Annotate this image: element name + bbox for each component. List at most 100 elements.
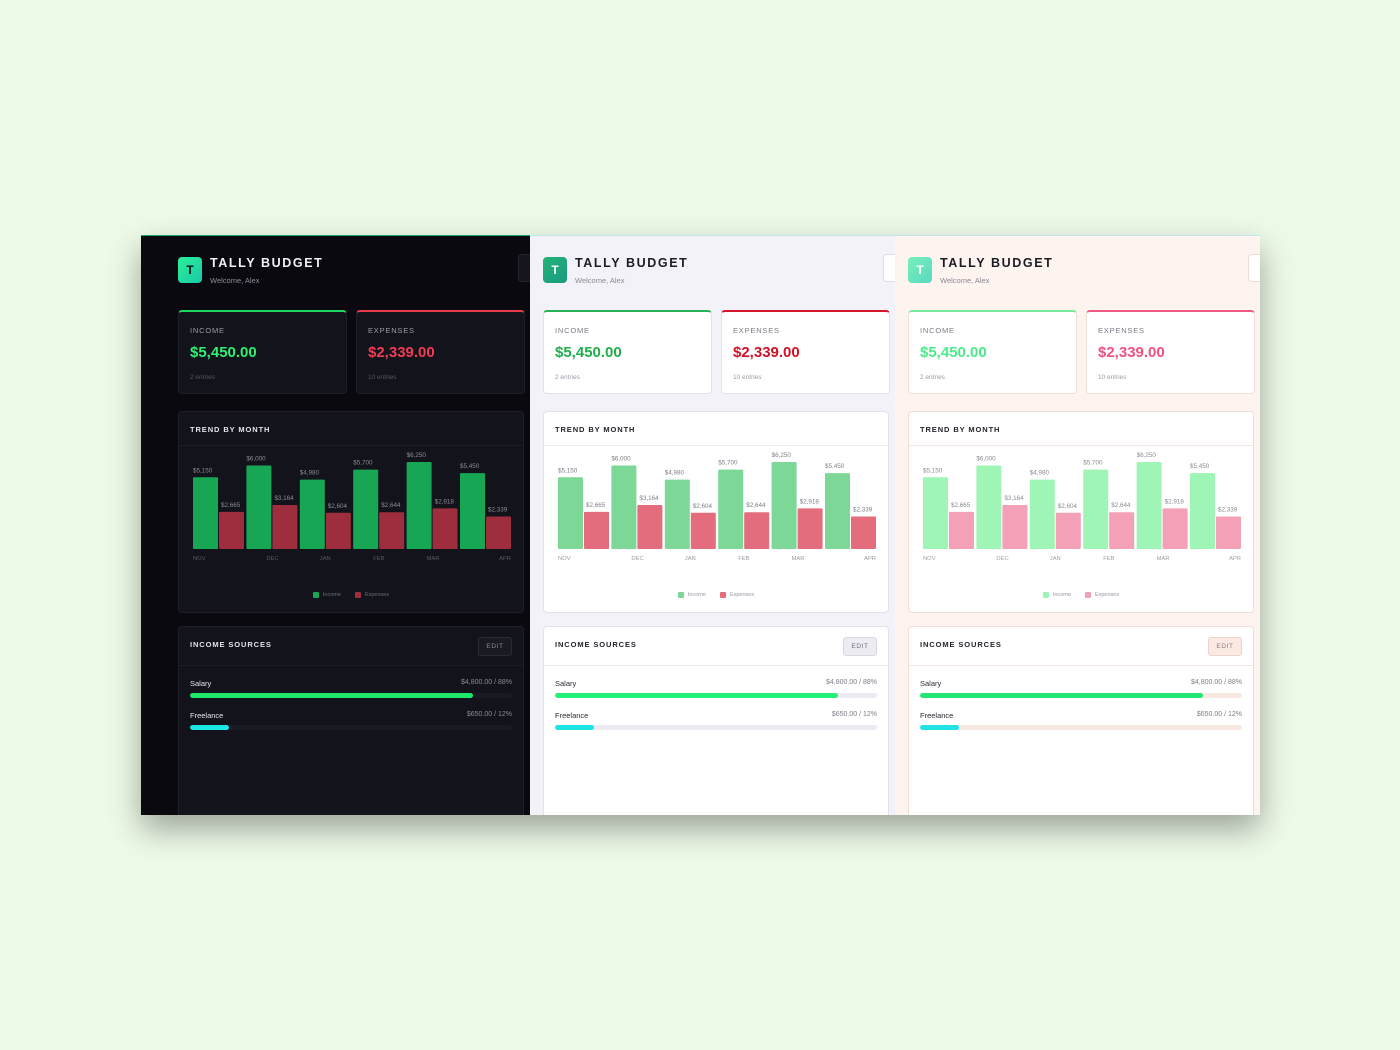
expenses-label: EXPENSES <box>1098 326 1145 335</box>
expense-bar-feb <box>379 512 405 549</box>
expense-bar-mar <box>1162 508 1188 549</box>
source-name: Salary <box>190 679 212 688</box>
legend-income: Income <box>677 592 706 598</box>
edit-button[interactable]: EDIT <box>843 637 877 656</box>
income-value-label: $5,450 <box>825 463 845 470</box>
legend-income: Income <box>1042 592 1071 598</box>
source-value: $650.00 / 12% <box>466 711 512 718</box>
trend-card: TREND BY MONTH $5,150 $2,665 NOV $6,000 $3,1… <box>543 411 889 613</box>
income-bar-feb <box>718 469 744 549</box>
income-value-label: $4,980 <box>300 470 320 477</box>
expense-value-label: $2,644 <box>381 502 401 509</box>
income-value-label: $6,000 <box>976 455 996 462</box>
source-name: Freelance <box>190 711 224 720</box>
legend-income-swatch <box>312 592 319 598</box>
header-menu-button[interactable] <box>1248 254 1260 282</box>
source-value: $650.00 / 12% <box>1196 711 1242 718</box>
legend-expenses: Expenses <box>354 592 389 598</box>
income-label: INCOME <box>190 326 225 335</box>
trend-title: TREND BY MONTH <box>555 425 636 434</box>
expense-value-label: $3,164 <box>639 495 659 502</box>
divider <box>179 445 523 446</box>
income-label: INCOME <box>920 326 955 335</box>
expense-value-label: $2,604 <box>693 503 713 510</box>
income-entries: 2 entries <box>920 374 945 381</box>
expense-value-label: $2,644 <box>1111 502 1131 509</box>
expense-value-label: $2,604 <box>1058 503 1078 510</box>
x-tick-label: DEC <box>266 556 278 562</box>
sources-title: INCOME SOURCES <box>190 640 272 649</box>
expense-bar-nov <box>584 511 609 549</box>
header-menu-button[interactable] <box>883 254 895 282</box>
divider <box>544 665 888 666</box>
source-progress-fill <box>555 725 594 730</box>
source-progress-fill <box>920 725 959 730</box>
source-row-freelance: Freelance $650.00 / 12% <box>555 711 877 735</box>
income-value-label: $4,980 <box>665 470 685 477</box>
source-progress-fill <box>920 693 1204 698</box>
expense-value-label: $2,918 <box>1165 498 1185 505</box>
legend-expenses-label: Expenses <box>729 592 755 598</box>
legend-expenses: Expenses <box>719 592 755 598</box>
legend-expenses-swatch <box>1084 592 1091 598</box>
legend-income-swatch <box>677 592 684 598</box>
expense-bar-nov <box>219 511 244 549</box>
income-value-label: $5,150 <box>923 467 943 474</box>
x-tick-label: FEB <box>738 556 749 562</box>
expenses-card: EXPENSES $2,339.00 10 entries <box>721 310 890 394</box>
source-progress-track <box>555 725 877 730</box>
source-name: Freelance <box>555 711 589 720</box>
legend-expenses-swatch <box>719 592 726 598</box>
income-value: $5,450.00 <box>555 344 622 361</box>
expense-value-label: $2,918 <box>800 498 820 505</box>
expense-bar-feb <box>744 512 770 549</box>
divider <box>179 665 523 666</box>
income-entries: 2 entries <box>190 374 215 381</box>
source-progress-track <box>555 693 877 698</box>
header-menu-button[interactable] <box>518 254 530 282</box>
income-bar-feb <box>353 469 379 549</box>
welcome-text: Welcome, Alex <box>575 276 625 285</box>
expense-value-label: $2,665 <box>951 502 971 509</box>
trend-card: TREND BY MONTH $5,150 $2,665 NOV $6,000 $3,1… <box>908 411 1254 613</box>
dashboard-panel-dark: T TALLY BUDGET Welcome, Alex INCOME $5,4… <box>141 235 530 815</box>
income-card: INCOME $5,450.00 2 entries <box>908 310 1077 394</box>
app-header: T TALLY BUDGET Welcome, Alex <box>908 254 1260 286</box>
edit-button[interactable]: EDIT <box>1208 637 1242 656</box>
welcome-text: Welcome, Alex <box>940 276 990 285</box>
app-logo: T <box>178 257 202 283</box>
x-tick-label: FEB <box>1103 556 1114 562</box>
legend-income-label: Income <box>322 592 341 598</box>
income-label: INCOME <box>555 326 590 335</box>
income-entries: 2 entries <box>555 374 580 381</box>
source-value: $650.00 / 12% <box>831 711 877 718</box>
income-bar-jan <box>664 479 690 549</box>
source-name: Salary <box>920 679 942 688</box>
income-value-label: $6,250 <box>1137 452 1157 459</box>
expense-value-label: $2,918 <box>435 498 455 505</box>
income-card: INCOME $5,450.00 2 entries <box>178 310 347 394</box>
app-header: T TALLY BUDGET Welcome, Alex <box>543 254 895 286</box>
edit-button[interactable]: EDIT <box>478 637 512 656</box>
app-logo: T <box>543 257 567 283</box>
x-tick-label: APR <box>1229 556 1241 562</box>
x-tick-label: MAR <box>1157 556 1170 562</box>
sources-title: INCOME SOURCES <box>920 640 1002 649</box>
expense-value-label: $2,665 <box>586 502 606 509</box>
sources-title: INCOME SOURCES <box>555 640 637 649</box>
income-bar-feb <box>1083 469 1109 549</box>
expense-bar-dec <box>272 504 298 549</box>
chart-legend: Income Expenses <box>544 592 888 598</box>
expense-bar-apr <box>851 516 876 549</box>
income-bar-dec <box>246 465 272 549</box>
x-tick-label: APR <box>864 556 876 562</box>
x-tick-label: JAN <box>685 556 696 562</box>
x-tick-label: MAR <box>427 556 440 562</box>
income-bar-apr <box>460 473 485 549</box>
income-bar-mar <box>406 462 432 549</box>
expense-value-label: $2,644 <box>746 502 766 509</box>
expense-bar-apr <box>486 516 511 549</box>
expenses-label: EXPENSES <box>368 326 415 335</box>
income-sources-card: INCOME SOURCES EDIT Salary $4,800.00 / 8… <box>178 626 524 815</box>
source-row-salary: Salary $4,800.00 / 88% <box>190 679 512 703</box>
